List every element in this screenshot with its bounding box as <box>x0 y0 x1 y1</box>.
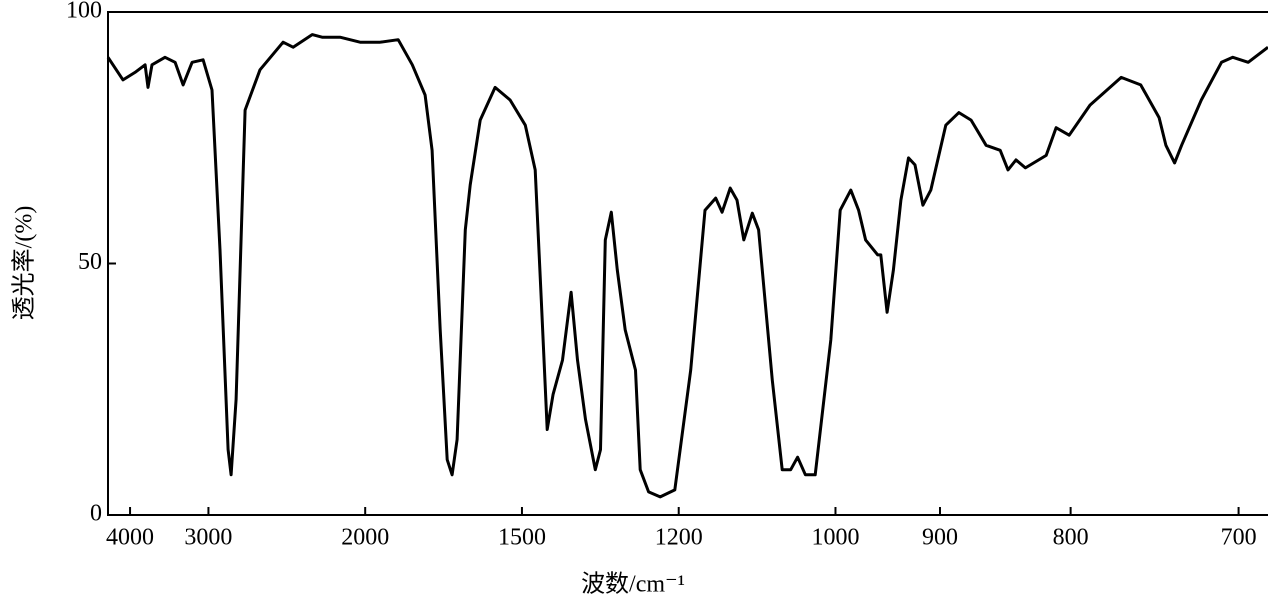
axis-frame <box>107 11 1268 516</box>
x-tick-label: 1500 <box>498 525 546 551</box>
y-tick-label: 100 <box>66 0 102 24</box>
x-tick-label: 1200 <box>655 525 703 551</box>
y-axis-label: 透光率/(%) <box>11 206 38 321</box>
x-axis-label: 波数/cm⁻¹ <box>581 571 685 598</box>
y-tick-label: 50 <box>78 249 102 275</box>
x-tick-label: 900 <box>922 525 958 551</box>
x-tick-label: 700 <box>1221 525 1257 551</box>
x-tick-label: 4000 <box>106 525 154 551</box>
y-tick-label: 0 <box>90 501 102 527</box>
x-tick-label: 3000 <box>184 525 232 551</box>
x-tick-label: 800 <box>1053 525 1089 551</box>
x-tick-label: 1000 <box>811 525 859 551</box>
x-tick-label: 2000 <box>341 525 389 551</box>
spectrum-line <box>106 33 1268 499</box>
